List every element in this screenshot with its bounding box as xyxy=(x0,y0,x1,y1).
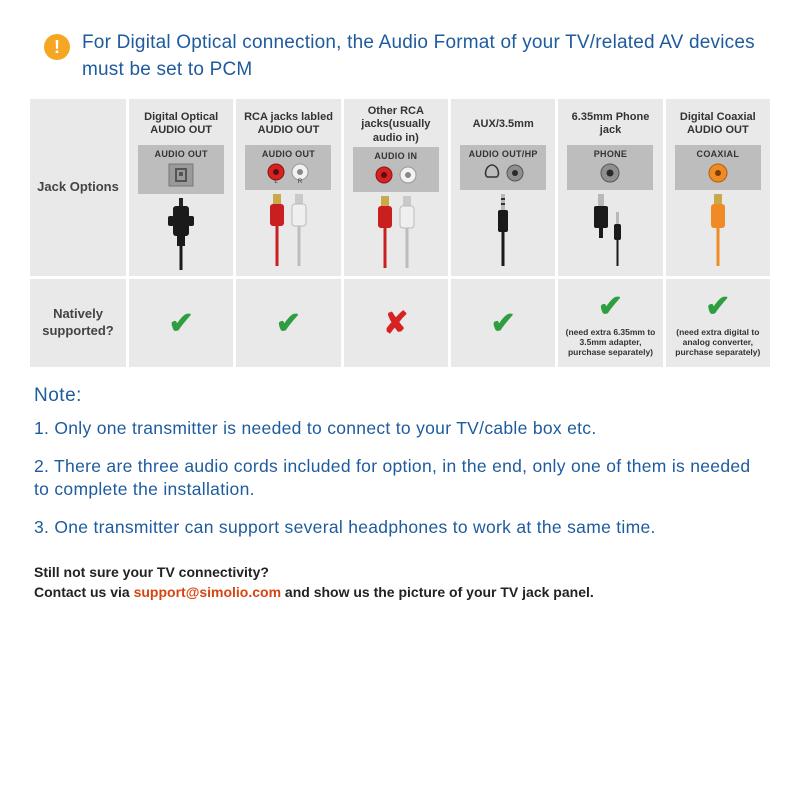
phone-port-icon xyxy=(590,162,630,184)
note-1: 1. Only one transmitter is needed to con… xyxy=(30,417,770,441)
col-title: RCA jacks labled AUDIO OUT xyxy=(240,105,336,143)
col-title: Digital Coaxial AUDIO OUT xyxy=(670,105,766,143)
col-title: AUX/3.5mm xyxy=(473,105,534,143)
aux-cable-icon xyxy=(493,194,513,266)
jack-options-table: Jack Options Digital Optical AUDIO OUT A… xyxy=(30,99,770,367)
col-title: 6.35mm Phone jack xyxy=(562,105,658,143)
rca-cables-icon xyxy=(263,194,313,266)
phone-adapter-icon xyxy=(590,194,630,266)
rca-in-cables-icon xyxy=(371,196,421,268)
optical-cable-icon xyxy=(163,198,199,270)
support-optical: ✔ xyxy=(129,279,233,367)
footer-line2: Contact us via support@simolio.com and s… xyxy=(34,582,770,602)
support-note: (need extra 6.35mm to 3.5mm adapter, pur… xyxy=(562,328,658,357)
port-box: AUDIO OUT xyxy=(138,145,224,194)
note-3: 3. One transmitter can support several h… xyxy=(30,516,770,540)
connector-area xyxy=(163,198,199,270)
support-coaxial: ✔ (need extra digital to analog converte… xyxy=(666,279,770,367)
col-phone-jack: 6.35mm Phone jack PHONE xyxy=(558,99,662,276)
port-label: AUDIO IN xyxy=(374,151,417,161)
connector-area xyxy=(706,194,730,266)
col-title: Digital Optical AUDIO OUT xyxy=(133,105,229,143)
support-rca-in: ✘ xyxy=(344,279,448,367)
col-rca-in: Other RCA jacks(usually audio in) AUDIO … xyxy=(344,99,448,276)
port-label: PHONE xyxy=(594,149,628,159)
check-icon: ✔ xyxy=(491,306,516,341)
row-label-support: Natively supported? xyxy=(30,279,126,367)
port-label: AUDIO OUT/HP xyxy=(469,149,538,159)
connector-area xyxy=(493,194,513,266)
row-label-jack: Jack Options xyxy=(30,99,126,276)
header-text: For Digital Optical connection, the Audi… xyxy=(82,30,770,83)
footer-line1: Still not sure your TV connectivity? xyxy=(34,562,770,582)
rca-ports-icon: L R xyxy=(258,162,318,184)
check-icon: ✔ xyxy=(705,289,730,324)
footer-suffix: and show us the picture of your TV jack … xyxy=(281,584,594,600)
notes-title: Note: xyxy=(34,385,770,407)
footer-prefix: Contact us via xyxy=(34,584,134,600)
footer: Still not sure your TV connectivity? Con… xyxy=(30,562,770,603)
connector-area xyxy=(590,194,630,266)
cross-icon: ✘ xyxy=(383,306,408,341)
port-box: PHONE xyxy=(567,145,653,190)
check-icon: ✔ xyxy=(598,289,623,324)
note-2: 2. There are three audio cords included … xyxy=(30,455,770,502)
col-title: Other RCA jacks(usually audio in) xyxy=(348,105,444,145)
port-label: COAXIAL xyxy=(697,149,740,159)
port-label: AUDIO OUT xyxy=(155,149,208,159)
port-label: AUDIO OUT xyxy=(262,149,315,159)
support-rca-out: ✔ xyxy=(236,279,340,367)
support-aux: ✔ xyxy=(451,279,555,367)
port-box: AUDIO OUT L R xyxy=(245,145,331,190)
connector-area xyxy=(263,194,313,266)
svg-text:R: R xyxy=(298,179,303,184)
port-box: AUDIO IN xyxy=(353,147,439,192)
rca-in-ports-icon xyxy=(366,164,426,186)
port-box: COAXIAL xyxy=(675,145,761,190)
col-optical: Digital Optical AUDIO OUT AUDIO OUT xyxy=(129,99,233,276)
col-coaxial: Digital Coaxial AUDIO OUT COAXIAL xyxy=(666,99,770,276)
coaxial-cable-icon xyxy=(706,194,730,266)
support-note: (need extra digital to analog converter,… xyxy=(670,328,766,357)
header-banner: ! For Digital Optical connection, the Au… xyxy=(30,30,770,83)
coaxial-port-icon xyxy=(698,162,738,184)
check-icon: ✔ xyxy=(169,306,194,341)
support-email[interactable]: support@simolio.com xyxy=(134,584,281,600)
col-aux: AUX/3.5mm AUDIO OUT/HP xyxy=(451,99,555,276)
col-rca-out: RCA jacks labled AUDIO OUT AUDIO OUT L R xyxy=(236,99,340,276)
warning-icon: ! xyxy=(44,34,70,60)
aux-port-icon xyxy=(473,162,533,184)
support-phone: ✔ (need extra 6.35mm to 3.5mm adapter, p… xyxy=(558,279,662,367)
check-icon: ✔ xyxy=(276,306,301,341)
optical-port-icon xyxy=(167,162,195,188)
connector-area xyxy=(371,196,421,268)
port-box: AUDIO OUT/HP xyxy=(460,145,546,190)
